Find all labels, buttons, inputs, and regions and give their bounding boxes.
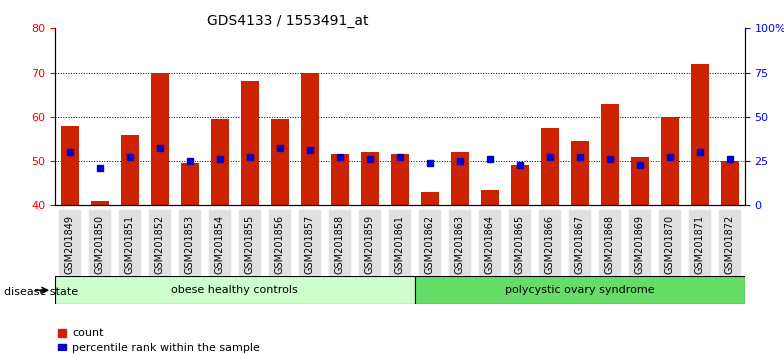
Bar — [391, 154, 408, 205]
Text: percentile rank within the sample: percentile rank within the sample — [72, 343, 260, 353]
Bar — [61, 126, 79, 205]
Bar — [331, 154, 349, 205]
Bar — [481, 190, 499, 205]
Bar — [91, 201, 109, 205]
Bar — [511, 166, 529, 205]
Bar — [451, 152, 469, 205]
Text: polycystic ovary syndrome: polycystic ovary syndrome — [505, 285, 655, 295]
Bar — [691, 64, 709, 205]
Bar — [720, 161, 739, 205]
Bar — [121, 135, 139, 205]
Bar — [541, 128, 559, 205]
Bar — [211, 119, 229, 205]
Bar — [270, 119, 289, 205]
Text: obese healthy controls: obese healthy controls — [172, 285, 298, 295]
Bar — [631, 156, 649, 205]
Bar — [601, 104, 619, 205]
Bar — [181, 163, 199, 205]
Bar — [361, 152, 379, 205]
Bar — [421, 192, 439, 205]
FancyBboxPatch shape — [55, 276, 415, 304]
Bar — [301, 73, 319, 205]
FancyBboxPatch shape — [415, 276, 745, 304]
Text: disease state: disease state — [4, 287, 78, 297]
Bar — [571, 141, 589, 205]
Text: GDS4133 / 1553491_at: GDS4133 / 1553491_at — [207, 14, 368, 28]
Bar — [661, 117, 679, 205]
Bar — [241, 81, 259, 205]
Text: count: count — [72, 329, 103, 338]
Bar — [151, 73, 169, 205]
